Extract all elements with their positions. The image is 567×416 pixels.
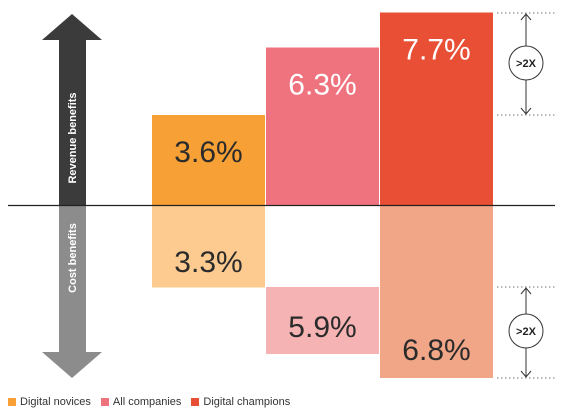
legend-label: Digital champions	[203, 396, 291, 408]
revenue-label-all-companies: 6.3%	[288, 69, 356, 102]
revenue-multiplier-text: >2X	[516, 58, 537, 70]
revenue-label-digital-champions: 7.7%	[402, 34, 470, 67]
revenue-bar-digital-novices	[152, 115, 265, 205]
cost-multiplier-text: >2X	[516, 326, 537, 338]
legend: Digital novices All companies Digital cham…	[8, 396, 290, 408]
revenue-bar-digital-champions	[380, 12, 493, 205]
revenue-benefits-label: Revenue benefits	[67, 92, 79, 183]
cost-label-digital-champions: 6.8%	[402, 334, 470, 367]
revenue-multiplier-annotation: >2X	[497, 12, 555, 116]
legend-swatch	[100, 398, 109, 406]
legend-label: All companies	[112, 396, 182, 408]
cost-bar-all-companies	[266, 287, 379, 354]
cost-bar-digital-champions	[380, 205, 493, 378]
legend-item-digital-novices: Digital novices	[8, 396, 91, 408]
legend-item-all-companies: All companies	[100, 396, 182, 408]
legend-swatch	[8, 398, 16, 406]
cost-label-all-companies: 5.9%	[288, 311, 356, 344]
cost-benefits-label: Cost benefits	[67, 223, 79, 293]
legend-item-digital-champions: Digital champions	[191, 396, 290, 408]
bars-group: 3.6% 3.3% 6.3% 5.9% 7.7% 6.8%	[152, 12, 493, 378]
cost-arrow	[42, 206, 102, 378]
cost-multiplier-annotation: >2X	[497, 286, 555, 379]
cost-bar-digital-novices	[152, 205, 265, 288]
cost-label-digital-novices: 3.3%	[174, 246, 242, 279]
legend-label: Digital novices	[20, 396, 91, 408]
axis-double-arrow: Revenue benefits Cost benefits	[42, 14, 102, 378]
legend-swatch	[191, 398, 200, 406]
revenue-bar-all-companies	[266, 47, 379, 205]
revenue-label-digital-novices: 3.6%	[174, 136, 242, 169]
revenue-arrow	[42, 14, 102, 206]
